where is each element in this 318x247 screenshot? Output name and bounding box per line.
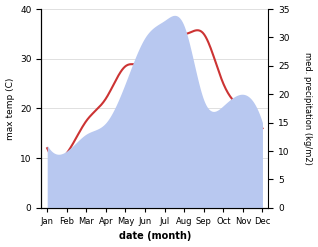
Y-axis label: max temp (C): max temp (C) (5, 77, 15, 140)
Y-axis label: med. precipitation (kg/m2): med. precipitation (kg/m2) (303, 52, 313, 165)
X-axis label: date (month): date (month) (119, 231, 191, 242)
